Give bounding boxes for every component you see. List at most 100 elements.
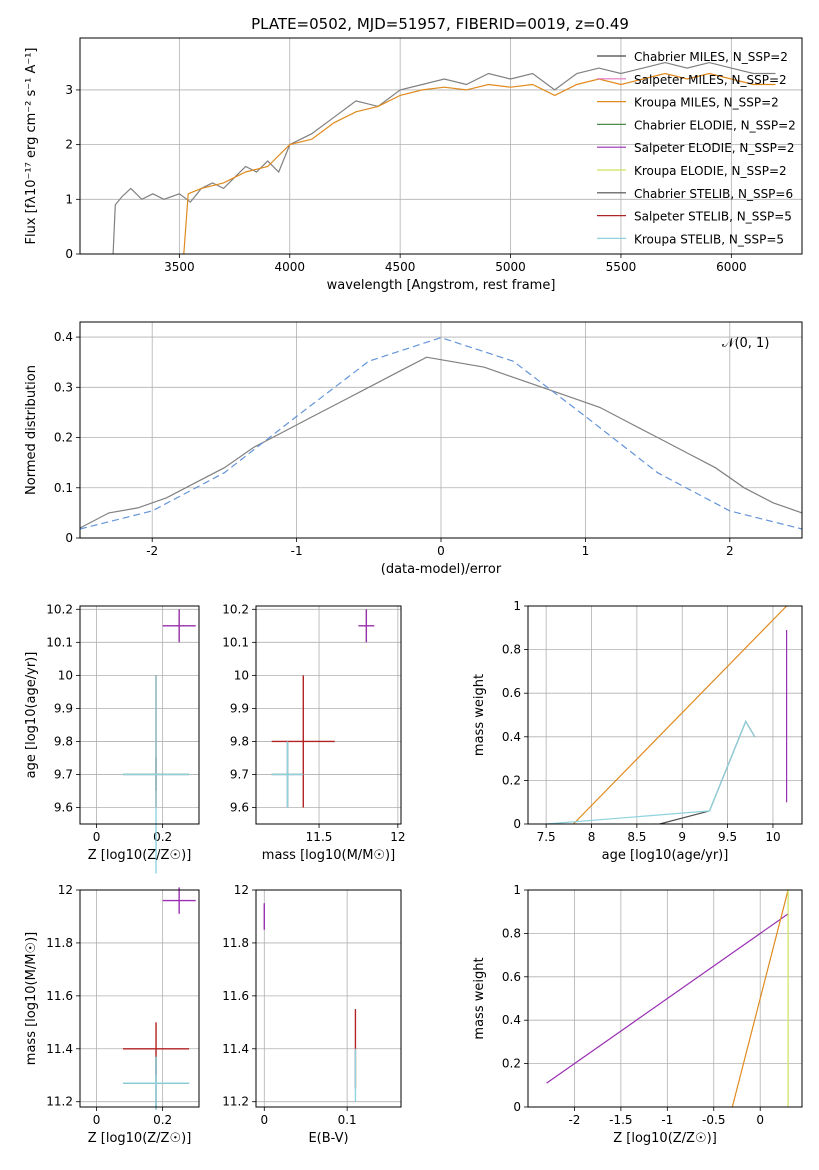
axes-frame — [79, 889, 200, 1108]
tick-label-y: 0 — [65, 247, 73, 261]
chart-z-weight: -2 -1.5 -1 -0.5 0 0 0.2 0.4 0.6 0.8 1 Z [log10(Z/Z☉… — [472, 883, 803, 1146]
tick-label-x: -1 — [291, 544, 303, 558]
y-axis-label: mass [log10(M/M☉)] — [24, 932, 39, 1065]
axes-frame — [527, 889, 803, 1108]
tick-label-y: 3 — [65, 83, 73, 97]
series-line — [79, 356, 803, 529]
tick-label-y: 0.2 — [502, 773, 521, 787]
tick-label-y: 1 — [65, 192, 73, 206]
tick-label-x: 0 — [93, 1113, 101, 1127]
tick-label-x: 0.2 — [153, 830, 172, 844]
chart-z-age: 0 0.2 9.6 9.7 9.8 9.9 10 10.1 10.2 Z [log10(Z/Z☉)… — [24, 602, 200, 874]
tick-label-y: 0.2 — [54, 431, 73, 445]
tick-label-y: 0.8 — [502, 643, 521, 657]
series-line — [546, 913, 789, 1084]
tick-label-x: 3500 — [164, 260, 195, 274]
tick-label-y: 0.6 — [502, 970, 521, 984]
y-axis-label: mass weight — [472, 957, 487, 1039]
tick-label-y: 9.9 — [230, 701, 249, 715]
tick-label-y: 0.8 — [502, 926, 521, 940]
legend-label: Salpeter ELODIE, N_SSP=2 — [634, 141, 795, 155]
tick-label-y: 1 — [513, 883, 521, 897]
tick-label-y: 0.1 — [54, 481, 73, 495]
series-line — [572, 605, 788, 825]
tick-label-y: 10.1 — [46, 635, 73, 649]
tick-label-y: 9.8 — [230, 734, 249, 748]
y-axis-label: Normed distribution — [24, 365, 39, 495]
spectrum-legend: Chabrier MILES, N_SSP=2 Salpeter MILES, N… — [597, 50, 796, 246]
tick-label-y: 11.6 — [222, 989, 249, 1003]
legend-label: Salpeter MILES, N_SSP=2 — [634, 73, 787, 87]
tick-label-x: 0 — [756, 1113, 764, 1127]
tick-label-y: 9.8 — [54, 734, 73, 748]
tick-label-x: 0.2 — [153, 1113, 172, 1127]
axes-frame — [79, 321, 803, 539]
legend-label: Kroupa ELODIE, N_SSP=2 — [634, 164, 787, 178]
tick-label-x: 7.5 — [537, 830, 556, 844]
series-line — [731, 889, 789, 1108]
x-axis-label: age [log10(age/yr)] — [602, 848, 729, 863]
x-axis-label: (data-model)/error — [381, 562, 502, 577]
tick-label-y: 11.2 — [222, 1095, 249, 1109]
tick-label-y: 12 — [58, 883, 73, 897]
tick-label-x: 0 — [93, 830, 101, 844]
tick-label-x: 9 — [678, 830, 686, 844]
tick-label-y: 9.9 — [54, 701, 73, 715]
tick-label-y: 0 — [65, 531, 73, 545]
chart-age-weight: 7.5 8 8.5 9 9.5 10 0 0.2 0.4 0.6 0.8 1 age [log10(ag… — [472, 599, 803, 863]
tick-label-y: 11.2 — [46, 1095, 73, 1109]
tick-label-y: 1 — [513, 599, 521, 613]
tick-label-x: 11.5 — [306, 830, 333, 844]
tick-label-x: 2 — [726, 544, 734, 558]
legend-label: Salpeter STELIB, N_SSP=5 — [634, 210, 792, 224]
tick-label-y: 10.2 — [46, 602, 73, 616]
tick-label-x: 5500 — [606, 260, 637, 274]
legend-label: Kroupa STELIB, N_SSP=5 — [634, 232, 784, 246]
series-line — [183, 72, 776, 255]
chart-spectrum: 3500 4000 4500 5000 5500 6000 0 1 2 3 wavelength [… — [24, 37, 803, 293]
tick-label-y: 0.3 — [54, 380, 73, 394]
tick-label-x: 8 — [588, 830, 596, 844]
tick-label-x: 10 — [765, 830, 780, 844]
tick-label-y: 9.7 — [230, 767, 249, 781]
tick-label-x: -1.5 — [609, 1113, 632, 1127]
tick-label-y: 0.2 — [502, 1057, 521, 1071]
x-axis-label: Z [log10(Z/Z☉)] — [88, 1131, 192, 1146]
tick-label-x: 8.5 — [627, 830, 646, 844]
tick-label-x: 5000 — [495, 260, 526, 274]
legend-label: Chabrier MILES, N_SSP=2 — [634, 50, 788, 64]
legend-label: Kroupa MILES, N_SSP=2 — [634, 96, 779, 110]
tick-label-y: 11.8 — [46, 936, 73, 950]
tick-label-y: 10 — [58, 668, 73, 682]
tick-label-y: 0.4 — [502, 1013, 521, 1027]
chart-ebv-mass: 0 0.1 11.2 11.4 11.6 11.8 12 E(B-V) — [222, 883, 402, 1146]
tick-label-x: 4000 — [274, 260, 305, 274]
x-axis-label: E(B-V) — [308, 1131, 348, 1146]
tick-label-x: 12 — [390, 830, 405, 844]
y-axis-label: Flux [fλ10⁻¹⁷ erg cm⁻² s⁻¹ A⁻¹] — [24, 48, 39, 245]
tick-label-y: 0.4 — [54, 330, 73, 344]
tick-label-x: -2 — [146, 544, 158, 558]
tick-label-y: 10.2 — [222, 602, 249, 616]
tick-label-x: 0 — [260, 1113, 268, 1127]
tick-label-y: 10.1 — [222, 635, 249, 649]
tick-label-y: 11.8 — [222, 936, 249, 950]
axes-frame — [255, 605, 402, 825]
tick-label-y: 12 — [234, 883, 249, 897]
tick-label-y: 11.6 — [46, 989, 73, 1003]
tick-label-y: 11.4 — [46, 1042, 73, 1056]
tick-label-x: 1 — [582, 544, 590, 558]
tick-label-y: 0.6 — [502, 686, 521, 700]
axes-frame — [79, 37, 803, 255]
axes-frame — [527, 605, 803, 825]
legend-entry: 𝒩(0, 1) — [722, 336, 769, 351]
tick-label-x: -1 — [661, 1113, 673, 1127]
figure-title: PLATE=0502, MJD=51957, FIBERID=0019, z=0… — [251, 15, 629, 33]
tick-label-x: 0.1 — [338, 1113, 357, 1127]
chart-residuals: -2 -1 0 1 2 0 0.1 0.2 0.3 0.4 (data-model)/error No… — [24, 321, 803, 577]
tick-label-y: 11.4 — [222, 1042, 249, 1056]
y-axis-label: mass weight — [472, 674, 487, 756]
series-line — [546, 720, 756, 825]
